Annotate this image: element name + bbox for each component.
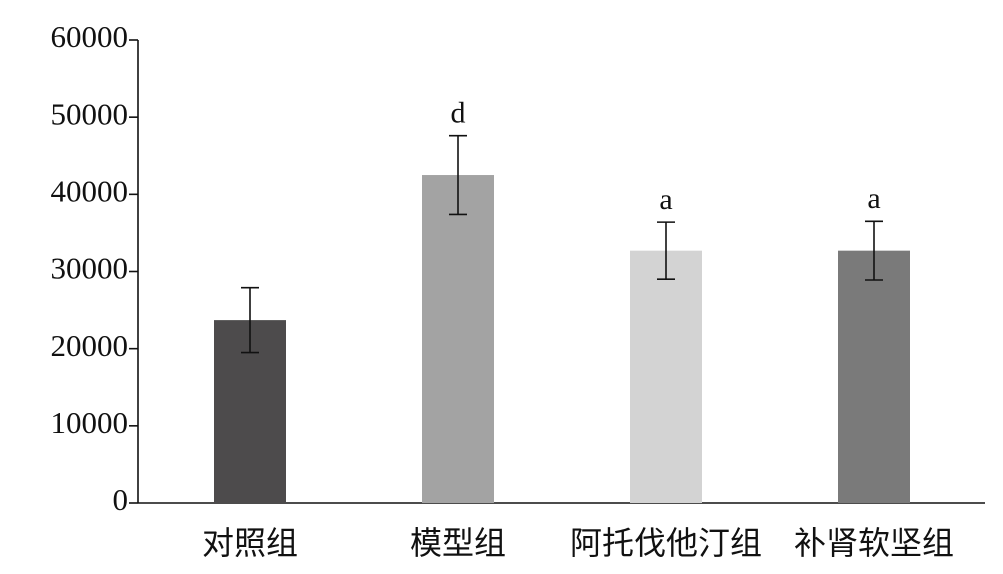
error-bar [865,220,883,281]
bar [838,250,910,503]
x-tick-label: 阿托伐他汀组 [570,524,762,562]
bar [630,250,702,503]
error-bar [449,134,467,216]
y-tick-label: 30000 [51,251,129,286]
y-tick-label: 0 [113,482,129,517]
error-bar [241,286,259,354]
bar [422,175,494,503]
y-tick-label: 10000 [51,405,129,440]
x-tick-label: 模型组 [410,524,506,562]
error-bar [657,221,675,281]
x-tick-label: 补肾软坚组 [794,524,954,562]
y-tick-label: 60000 [51,19,129,54]
annotation: a [867,182,880,215]
y-tick-label: 40000 [51,173,129,208]
y-tick-label: 20000 [51,328,129,363]
x-tick-label: 对照组 [202,524,298,562]
annotation: d [451,97,466,130]
annotation: a [659,183,672,216]
y-tick-label: 50000 [51,96,129,131]
